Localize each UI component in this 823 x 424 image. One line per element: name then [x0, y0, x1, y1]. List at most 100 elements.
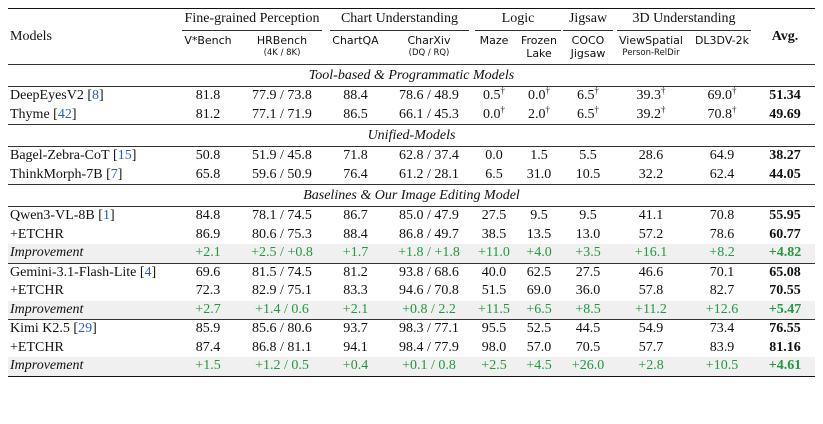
model-name: Improvement	[10, 245, 84, 260]
model-name: +ETCHR	[10, 283, 64, 298]
group-header: 3D Understanding	[613, 8, 756, 31]
group-label: Logic	[474, 11, 562, 31]
model-name: Kimi K2.5	[10, 321, 70, 336]
score-cell: +10.5	[689, 357, 756, 377]
score-cell: 31.0	[526, 166, 552, 182]
data-row: ThinkMorph-7B [7] 65.8 59.6 / 50.9 76.4 61.2…	[8, 166, 815, 185]
group-label: Jigsaw	[563, 11, 613, 31]
score-cell: +1.4 / 0.6	[238, 300, 326, 320]
score-cell: 86.9	[195, 226, 221, 242]
score-cell: 81.5 / 74.5	[238, 262, 326, 282]
header-row: Models Fine-grained Perception Chart Under…	[8, 8, 816, 65]
score-cell: +4.0	[515, 244, 563, 263]
score-cell: 62.5	[515, 262, 563, 282]
score-cell: 72.3	[195, 283, 221, 298]
score-cell: 94.6 / 70.8	[399, 283, 459, 298]
score-cell: 41.1	[638, 208, 664, 223]
score-cell: 50.8	[195, 148, 221, 163]
citation: [7]	[102, 166, 123, 182]
data-row: Improvement +2.1 +2.5 / +0.8 +1.7 +1.8 / +1.…	[8, 244, 816, 263]
score-cell: 83.3	[343, 283, 368, 298]
citation: [8]	[83, 88, 104, 103]
model-cell: ThinkMorph-7B [7]	[8, 166, 178, 185]
score-cell: +2.5	[473, 357, 515, 377]
score-cell: 13.5	[526, 226, 552, 242]
citation: [4]	[136, 264, 157, 280]
score-cell: +1.2 / 0.5	[238, 357, 326, 377]
score-cell: +8.2	[689, 244, 756, 263]
score-cell: 27.5	[563, 262, 613, 282]
avg-cell: +4.82	[755, 244, 816, 263]
score-cell: 5.5	[579, 148, 597, 163]
group-header: Fine-grained Perception	[178, 8, 326, 31]
avg-cell: +4.61	[755, 357, 816, 377]
score-cell: 80.6 / 75.3	[252, 226, 312, 242]
score-cell: +3.5	[563, 244, 613, 263]
score-cell: 86.8 / 81.1	[252, 339, 312, 355]
column-name: ChartQA	[332, 34, 379, 47]
score-cell: +11.5	[473, 300, 515, 320]
score-cell: 39.3†	[636, 85, 666, 103]
score-cell: 52.5	[515, 319, 563, 339]
score-cell: 54.9	[613, 319, 689, 339]
score-cell: 51.9 / 45.8	[252, 148, 312, 163]
section-row: Unified-Models	[8, 124, 816, 147]
score-cell: 57.8	[638, 283, 664, 298]
model-cell: +ETCHR	[8, 282, 178, 301]
score-cell: 82.9 / 75.1	[252, 283, 312, 298]
score-cell: 73.4	[689, 319, 756, 339]
model-name: ThinkMorph-7B	[10, 166, 103, 182]
model-name: +ETCHR	[10, 339, 64, 355]
avg-cell: 81.16	[769, 339, 801, 355]
score-cell: 70.5	[575, 339, 601, 355]
score-cell: 81.8	[195, 88, 221, 103]
score-cell: 64.9	[709, 148, 735, 163]
score-cell: 86.5	[343, 106, 368, 122]
data-row: Gemini-3.1-Flash-Lite [4] 69.6 81.5 / 74.5…	[8, 262, 816, 282]
group-header: Jigsaw	[563, 8, 613, 31]
score-cell: +26.0	[563, 357, 613, 377]
model-cell: Improvement	[8, 357, 178, 377]
model-name: Thyme	[10, 106, 50, 122]
score-cell: +12.6	[689, 300, 756, 320]
score-cell: 62.8 / 37.4	[399, 148, 459, 163]
header-row: V*Bench HRBench (4K / 8K) ChartQA CharXiv (DQ…	[8, 31, 815, 65]
column-sub: (DQ / RQ)	[408, 48, 450, 58]
score-cell: 57.2	[638, 226, 664, 242]
score-cell: 9.5	[579, 208, 597, 223]
score-cell: 78.1 / 74.5	[252, 208, 312, 223]
model-name: Improvement	[10, 301, 84, 317]
score-cell: +16.1	[613, 244, 689, 263]
column-name: Maze	[479, 34, 509, 47]
models-header: Models	[8, 8, 178, 65]
avg-cell: 51.34	[769, 88, 801, 103]
score-cell: 86.8 / 49.7	[399, 226, 459, 242]
citation: [1]	[94, 208, 115, 223]
column-header: V*Bench	[178, 31, 238, 65]
score-cell: 78.6	[709, 226, 735, 242]
table: Models Fine-grained Perception Chart Under…	[8, 8, 816, 377]
section-title: Baselines & Our Image Editing Model	[8, 184, 816, 207]
score-cell: 85.9	[178, 319, 238, 339]
model-name: +ETCHR	[10, 226, 64, 242]
score-cell: +11.0	[473, 244, 515, 263]
data-row: Improvement +1.5 +1.2 / 0.5 +0.4 +0.1 / 0.8 +…	[8, 357, 816, 377]
data-row: Kimi K2.5 [29] 85.9 85.6 / 80.6 93.7 98.3 / …	[8, 319, 816, 339]
column-header: Frozen Lake	[515, 31, 563, 65]
score-cell: 81.2	[326, 262, 385, 282]
score-cell: 0.0†	[483, 103, 505, 122]
column-sub: Person-RelDir	[622, 48, 680, 58]
score-cell: 59.6 / 50.9	[252, 166, 312, 182]
score-cell: 40.0	[473, 262, 515, 282]
score-cell: 2.0†	[528, 103, 550, 122]
avg-cell: 70.55	[769, 283, 801, 298]
section-title: Unified-Models	[8, 124, 816, 147]
score-cell: 94.1	[343, 339, 368, 355]
score-cell: 83.9	[709, 339, 735, 355]
score-cell: 93.7	[326, 319, 385, 339]
column-name: HRBench	[256, 34, 308, 47]
avg-cell: 55.95	[769, 208, 801, 223]
score-cell: 95.5	[473, 319, 515, 339]
avg-cell: 49.69	[769, 106, 801, 122]
table-body: Tool-based & Programmatic Models DeepEyes…	[8, 64, 816, 377]
